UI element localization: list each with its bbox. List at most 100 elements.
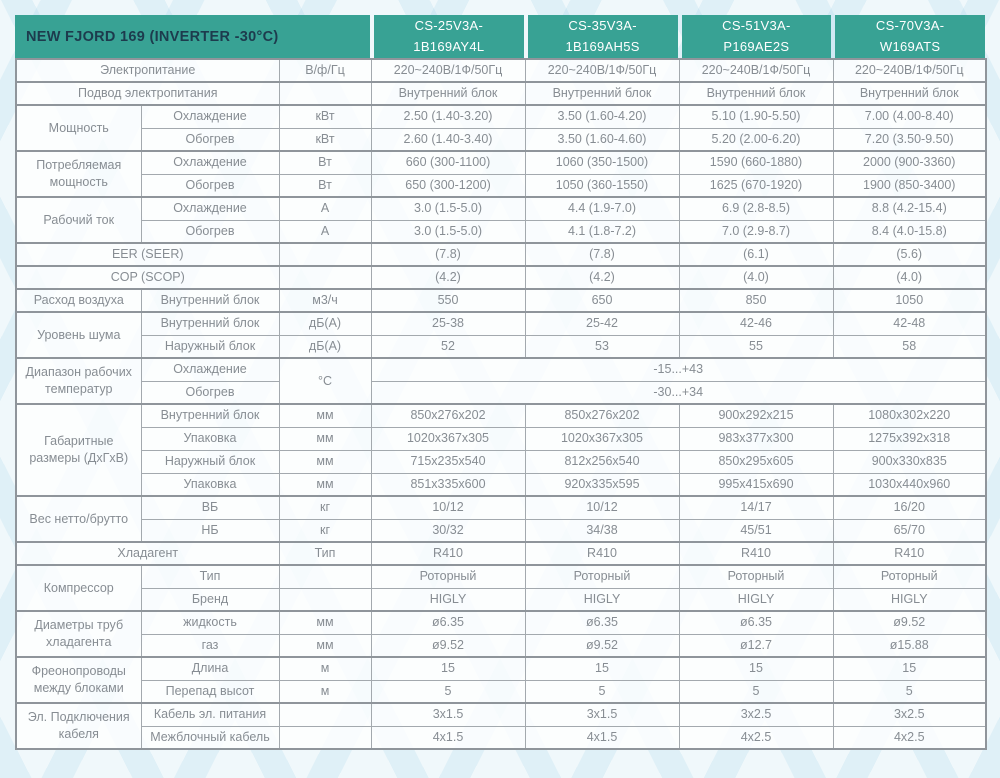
value-cell: 15 [370, 656, 526, 681]
table-row: Диаметры труб хладагента жидкость мм ø6.35 ø… [15, 610, 987, 658]
row-group-label: Рабочий ток [15, 196, 142, 244]
row-group-label: Габаритные размеры (ДхГхВ) [15, 403, 142, 497]
model-code-line1: CS-51V3A- [722, 18, 791, 34]
value-cell: Роторный [678, 564, 834, 589]
value-cell: 851x335x600 [370, 472, 526, 497]
table-row: Эл. Подключения кабеля Кабель эл. питания… [15, 702, 987, 750]
model-column-header: CS-25V3A- 1B169AY4L [374, 15, 524, 58]
value-cell: 10/12 [370, 495, 526, 520]
table-row: Компрессор Тип Роторный Роторный Роторный Рот… [15, 564, 987, 612]
value-cell: 1060 (350-1500) [524, 150, 680, 175]
row-sub-label: Межблочный кабель [140, 725, 280, 750]
unit-cell [278, 564, 372, 589]
row-sub-label: Упаковка [140, 472, 280, 497]
value-cell: 650 [524, 288, 680, 313]
model-code-line2: W169ATS [879, 38, 941, 54]
value-cell: 30/32 [370, 518, 526, 543]
value-cell: 8.8 (4.2-15.4) [832, 196, 987, 221]
value-cell: ø9.52 [832, 610, 987, 635]
row-sub-label: Кабель эл. питания [140, 702, 280, 727]
row-sub-label: Тип [140, 564, 280, 589]
unit-cell [278, 725, 372, 750]
value-cell: ø15.88 [832, 633, 987, 658]
value-cell: 45/51 [678, 518, 834, 543]
unit-cell: мм [278, 610, 372, 635]
table-row: Упаковка мм 851x335x600 920x335x595 995x415x… [16, 472, 987, 497]
value-cell: Внутренний блок [524, 81, 680, 106]
unit-cell: дБ(А) [278, 334, 372, 359]
table-row: EER (SEER) (7.8) (7.8) (6.1) (5.6) [15, 242, 987, 267]
value-cell: 4x2.5 [678, 725, 834, 750]
value-cell: 25-42 [524, 311, 680, 336]
value-cell: 7.20 (3.50-9.50) [832, 127, 987, 152]
value-cell: (7.8) [370, 242, 526, 267]
value-cell: 42-46 [678, 311, 834, 336]
value-cell: 65/70 [832, 518, 987, 543]
value-cell: 10/12 [524, 495, 680, 520]
spec-table: Электропитание В/ф/Гц 220~240В/1Ф/50Гц 220~… [15, 58, 987, 750]
model-column-header: CS-70V3A- W169ATS [835, 15, 985, 58]
value-cell: 3x2.5 [832, 702, 987, 727]
table-row: Наружный блок мм 715x235x540 812x256x540 850… [16, 449, 987, 474]
value-cell: R410 [678, 541, 834, 566]
value-cell: 15 [832, 656, 987, 681]
value-cell: 850x276x202 [370, 403, 526, 428]
value-cell: (4.2) [370, 265, 526, 290]
model-code-line1: CS-35V3A- [568, 18, 637, 34]
unit-cell [278, 242, 372, 267]
value-cell: 8.4 (4.0-15.8) [832, 219, 987, 244]
value-cell: 1590 (660-1880) [678, 150, 834, 175]
table-row: Электропитание В/ф/Гц 220~240В/1Ф/50Гц 220~… [15, 58, 987, 83]
value-cell: 3.0 (1.5-5.0) [370, 196, 526, 221]
value-cell: 1030x440x960 [832, 472, 987, 497]
value-cell: HIGLY [524, 587, 680, 612]
row-group-label: Подвод электропитания [15, 81, 280, 106]
value-cell: R410 [832, 541, 987, 566]
value-cell: 3x1.5 [524, 702, 680, 727]
value-cell: -30...+34 [370, 380, 987, 405]
value-cell: Внутренний блок [678, 81, 834, 106]
value-cell: 4x2.5 [832, 725, 987, 750]
value-cell: ø9.52 [524, 633, 680, 658]
row-sub-label: Обогрев [140, 173, 280, 198]
value-cell: 4.4 (1.9-7.0) [524, 196, 680, 221]
unit-cell: мм [278, 633, 372, 658]
table-row: Фреонопроводы между блоками Длина м 15 15 15 1… [15, 656, 987, 704]
value-cell: 2.60 (1.40-3.40) [370, 127, 526, 152]
value-cell: 220~240В/1Ф/50Гц [678, 58, 834, 83]
value-cell: 1275x392x318 [832, 426, 987, 451]
unit-cell: А [278, 196, 372, 221]
unit-cell: °C [278, 357, 372, 405]
table-row: Упаковка мм 1020x367x305 1020x367x305 983x37… [16, 426, 987, 451]
row-sub-label: Упаковка [140, 426, 280, 451]
unit-cell: А [278, 219, 372, 244]
table-row: COP (SCOP) (4.2) (4.2) (4.0) (4.0) [15, 265, 987, 290]
model-column-header: CS-35V3A- 1B169AH5S [527, 15, 678, 58]
row-sub-label: жидкость [140, 610, 280, 635]
value-cell: 5 [832, 679, 987, 704]
value-cell: R410 [524, 541, 680, 566]
table-header: NEW FJORD 169 (INVERTER -30°C) CS-25V3A-… [15, 15, 985, 58]
model-code-line2: 1B169AH5S [565, 38, 640, 54]
table-row: Обогрев кВт 2.60 (1.40-3.40) 3.50 (1.60-4.6… [16, 127, 987, 152]
table-row: Вес нетто/брутто ВБ кг 10/12 10/12 14/17 16/20 [15, 495, 987, 543]
value-cell: 42-48 [832, 311, 987, 336]
value-cell: ø6.35 [370, 610, 526, 635]
value-cell: 5 [678, 679, 834, 704]
value-cell: 15 [524, 656, 680, 681]
row-group-label: Компрессор [15, 564, 142, 612]
value-cell: Внутренний блок [832, 81, 987, 106]
model-column-header: CS-51V3A- P169AE2S [681, 15, 832, 58]
unit-cell: дБ(А) [278, 311, 372, 336]
unit-cell: кВт [278, 104, 372, 129]
row-sub-label: Охлаждение [140, 104, 280, 129]
value-cell: (4.0) [678, 265, 834, 290]
row-sub-label: Охлаждение [140, 150, 280, 175]
row-sub-label: Внутренний блок [140, 311, 280, 336]
value-cell: 1900 (850-3400) [832, 173, 987, 198]
row-sub-label: Охлаждение [140, 357, 280, 382]
row-group-label: COP (SCOP) [15, 265, 280, 290]
value-cell: 55 [678, 334, 834, 359]
value-cell: 812x256x540 [524, 449, 680, 474]
row-group-label: Мощность [15, 104, 142, 152]
